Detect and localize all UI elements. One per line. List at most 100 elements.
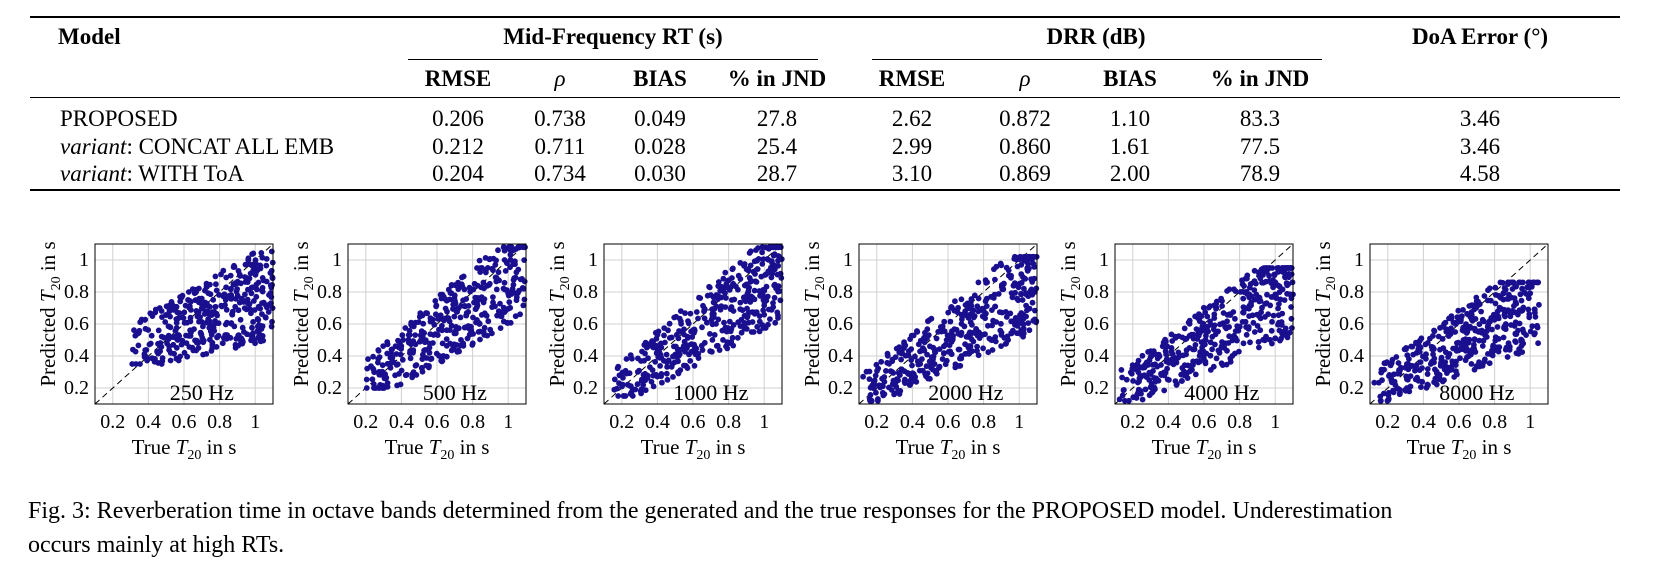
data-point — [1424, 371, 1431, 377]
data-point — [1231, 332, 1237, 339]
data-point — [974, 348, 980, 354]
data-point — [1222, 340, 1229, 347]
scatter-plot: 0.2 0.4 0.6 0.8 1 0.2 0.4 0.6 0.8 1 8000 Hz True T2… — [1311, 241, 1549, 463]
data-point — [658, 371, 665, 377]
sub-rt-rmse: RMSE — [424, 66, 492, 91]
table-cell: 2.62 — [891, 106, 933, 131]
data-point — [260, 337, 267, 344]
data-point — [215, 332, 222, 339]
data-point — [147, 340, 154, 347]
y-tick-label: 0.6 — [573, 313, 598, 335]
data-point — [463, 296, 470, 302]
data-point — [1510, 279, 1517, 286]
data-point — [512, 313, 519, 320]
data-point — [992, 276, 998, 283]
data-point — [760, 256, 767, 263]
table-cell: 2.99 — [891, 134, 933, 159]
data-point — [774, 271, 781, 278]
data-point — [1423, 351, 1429, 358]
data-point — [188, 298, 194, 305]
data-point — [1161, 387, 1168, 394]
table-cell: 2.00 — [1109, 161, 1151, 186]
data-point — [477, 265, 483, 271]
data-point — [417, 332, 424, 339]
data-point — [428, 355, 435, 362]
data-point — [1015, 284, 1022, 291]
data-point — [1207, 318, 1213, 325]
data-point — [195, 309, 202, 316]
data-point — [1008, 272, 1014, 279]
data-point — [1186, 345, 1193, 351]
data-point — [1211, 315, 1218, 321]
data-point — [134, 330, 141, 337]
data-point — [1231, 286, 1237, 293]
data-point — [1018, 271, 1025, 278]
scatter-plot: 0.2 0.4 0.6 0.8 1 0.2 0.4 0.6 0.8 1 1000 Hz True T2… — [545, 241, 785, 463]
data-point — [713, 303, 720, 310]
data-point — [213, 281, 219, 288]
data-point — [495, 269, 502, 276]
data-point — [1448, 366, 1455, 373]
data-point — [212, 273, 219, 280]
data-point — [1285, 265, 1292, 271]
data-point — [1476, 337, 1483, 344]
data-point — [265, 309, 272, 315]
data-point — [175, 357, 182, 364]
data-point — [652, 358, 659, 365]
table-cell: 83.3 — [1239, 106, 1281, 131]
data-point — [1407, 373, 1414, 379]
data-point — [221, 291, 228, 298]
data-point — [1452, 362, 1459, 368]
data-point — [501, 279, 508, 286]
data-point — [664, 376, 671, 383]
data-point — [881, 374, 888, 380]
data-point — [171, 350, 178, 357]
data-point — [729, 282, 736, 289]
data-point — [912, 353, 918, 360]
data-point — [921, 339, 928, 346]
data-point — [412, 332, 419, 338]
data-point — [137, 361, 143, 367]
data-point — [1154, 355, 1161, 362]
data-point — [1251, 287, 1258, 293]
data-point — [419, 365, 425, 372]
data-point — [230, 281, 237, 288]
data-point — [1511, 295, 1518, 302]
data-point — [923, 363, 930, 370]
data-point — [403, 371, 410, 378]
data-point — [492, 261, 499, 268]
data-point — [1439, 336, 1446, 342]
data-point — [516, 287, 522, 294]
data-point — [958, 320, 965, 327]
data-point — [1026, 305, 1033, 312]
data-point — [920, 367, 926, 374]
data-point — [670, 374, 676, 380]
data-point — [1213, 301, 1219, 307]
data-point — [1410, 351, 1417, 358]
sub-drr-jnd: % in JND — [1210, 66, 1310, 91]
y-tick-label: 1 — [588, 249, 598, 271]
data-point — [1192, 371, 1199, 378]
data-point — [212, 303, 219, 310]
data-point — [511, 275, 518, 281]
data-point — [657, 363, 663, 369]
y-tick-label: 0.2 — [828, 377, 853, 399]
data-point — [1153, 375, 1160, 382]
data-point — [623, 356, 630, 362]
data-point — [369, 376, 376, 383]
data-point — [212, 320, 218, 327]
data-point — [1194, 358, 1200, 364]
data-point — [1282, 325, 1289, 332]
data-point — [247, 306, 253, 312]
data-point — [1276, 301, 1282, 307]
data-point — [502, 268, 509, 274]
data-point — [1154, 363, 1161, 370]
data-point — [966, 343, 973, 349]
scatter-points — [611, 244, 785, 399]
data-point — [507, 251, 514, 258]
data-point — [477, 336, 483, 343]
data-point — [945, 309, 952, 316]
data-point — [1513, 339, 1519, 345]
data-point — [691, 362, 698, 369]
data-point — [1251, 267, 1258, 274]
